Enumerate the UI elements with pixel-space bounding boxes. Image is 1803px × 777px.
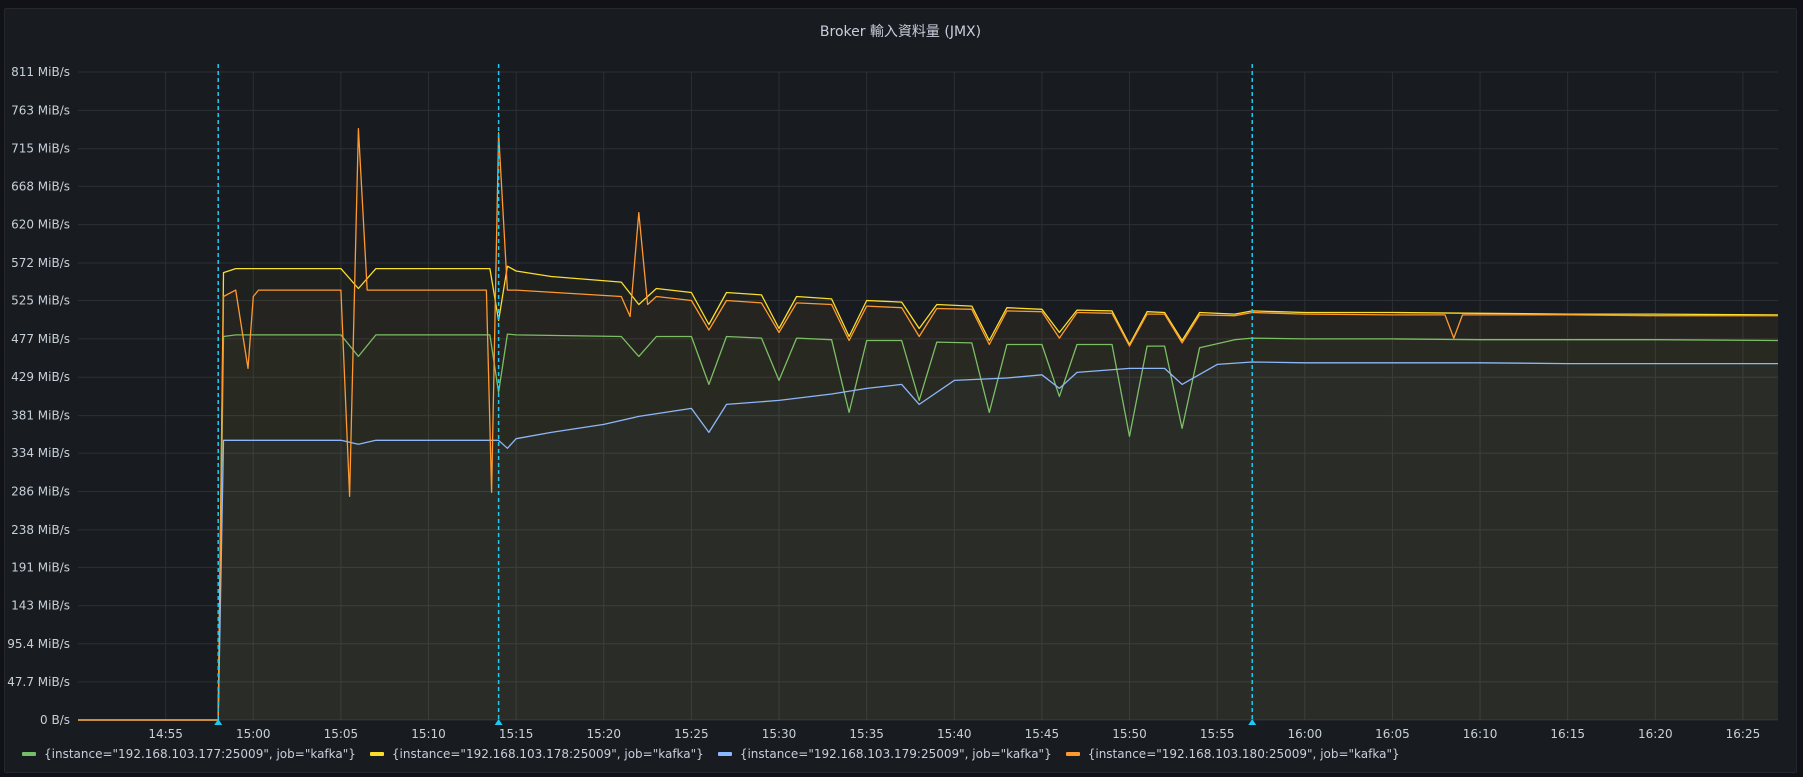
x-tick-label: 16:25	[1726, 727, 1761, 741]
x-tick-label: 15:35	[849, 727, 884, 741]
y-tick-label: 143 MiB/s	[11, 599, 70, 613]
legend-label: {instance="192.168.103.178:25009", job="…	[391, 747, 704, 761]
y-tick-label: 191 MiB/s	[11, 560, 70, 574]
legend-label: {instance="192.168.103.177:25009", job="…	[44, 747, 356, 761]
legend-item-1[interactable]: {instance="192.168.103.177:25009", job="…	[22, 747, 356, 761]
y-tick-label: 525 MiB/s	[11, 294, 70, 308]
legend-item-3[interactable]: {instance="192.168.103.179:25009", job="…	[717, 747, 1052, 761]
y-tick-label: 381 MiB/s	[11, 409, 70, 423]
x-tick-label: 15:50	[1112, 727, 1147, 741]
x-tick-label: 16:15	[1550, 727, 1585, 741]
legend-swatch	[717, 752, 732, 756]
x-tick-label: 15:25	[674, 727, 709, 741]
series-line-4[interactable]	[78, 128, 1778, 721]
y-tick-label: 429 MiB/s	[11, 370, 70, 384]
x-tick-label: 16:10	[1463, 727, 1498, 741]
y-tick-label: 286 MiB/s	[11, 484, 70, 498]
annotations-layer	[214, 64, 1257, 725]
y-axis: 0 B/s 47.7 MiB/s 95.4 MiB/s 143 MiB/s 191 Mi…	[7, 65, 70, 727]
x-tick-label: 15:40	[937, 727, 972, 741]
series-layer	[78, 128, 1779, 721]
y-tick-label: 0 B/s	[40, 713, 70, 727]
x-tick-label: 15:00	[236, 727, 271, 741]
annotation-marker-icon[interactable]	[1248, 719, 1257, 725]
x-tick-label: 15:05	[324, 727, 359, 741]
y-tick-label: 620 MiB/s	[11, 218, 70, 232]
x-tick-label: 16:00	[1288, 727, 1323, 741]
y-tick-label: 477 MiB/s	[11, 332, 70, 346]
x-tick-label: 15:55	[1200, 727, 1235, 741]
annotation-marker-icon[interactable]	[494, 719, 503, 725]
legend-item-4[interactable]: {instance="192.168.103.180:25009", job="…	[1065, 747, 1400, 761]
x-tick-label: 15:30	[762, 727, 797, 741]
legend-label: {instance="192.168.103.179:25009", job="…	[739, 747, 1052, 761]
y-tick-label: 238 MiB/s	[11, 523, 70, 537]
y-tick-label: 95.4 MiB/s	[7, 637, 70, 651]
x-tick-label: 15:45	[1025, 727, 1060, 741]
x-tick-label: 15:10	[411, 727, 446, 741]
legend: {instance="192.168.103.177:25009", job="…	[22, 744, 1400, 764]
x-tick-label: 14:55	[148, 727, 183, 741]
legend-swatch	[369, 752, 384, 756]
y-tick-label: 572 MiB/s	[11, 256, 70, 270]
x-tick-label: 15:15	[499, 727, 534, 741]
annotation-marker-icon[interactable]	[214, 719, 223, 725]
panel-title[interactable]: Broker 輸入資料量 (JMX)	[819, 24, 982, 40]
y-tick-label: 334 MiB/s	[11, 446, 70, 460]
legend-swatch	[22, 752, 36, 756]
y-tick-label: 47.7 MiB/s	[7, 675, 70, 689]
x-tick-label: 15:20	[586, 727, 621, 741]
y-tick-label: 715 MiB/s	[11, 142, 70, 156]
grid	[78, 71, 1778, 721]
legend-item-2[interactable]: {instance="192.168.103.178:25009", job="…	[369, 747, 704, 761]
x-axis: 14:55 15:00 15:05 15:10 15:15 15:20 15:25 15:30…	[148, 727, 1760, 741]
legend-label: {instance="192.168.103.180:25009", job="…	[1087, 747, 1400, 761]
chart-panel: Broker 輸入資料量 (JMX)	[4, 8, 1797, 773]
y-tick-label: 668 MiB/s	[11, 179, 70, 193]
x-tick-label: 16:05	[1375, 727, 1410, 741]
legend-swatch	[1065, 752, 1080, 756]
y-tick-label: 811 MiB/s	[11, 65, 70, 79]
series-area-4	[78, 129, 1778, 720]
series-line-3[interactable]	[78, 361, 1778, 721]
x-tick-label: 16:20	[1638, 727, 1673, 741]
y-tick-label: 763 MiB/s	[11, 103, 70, 117]
